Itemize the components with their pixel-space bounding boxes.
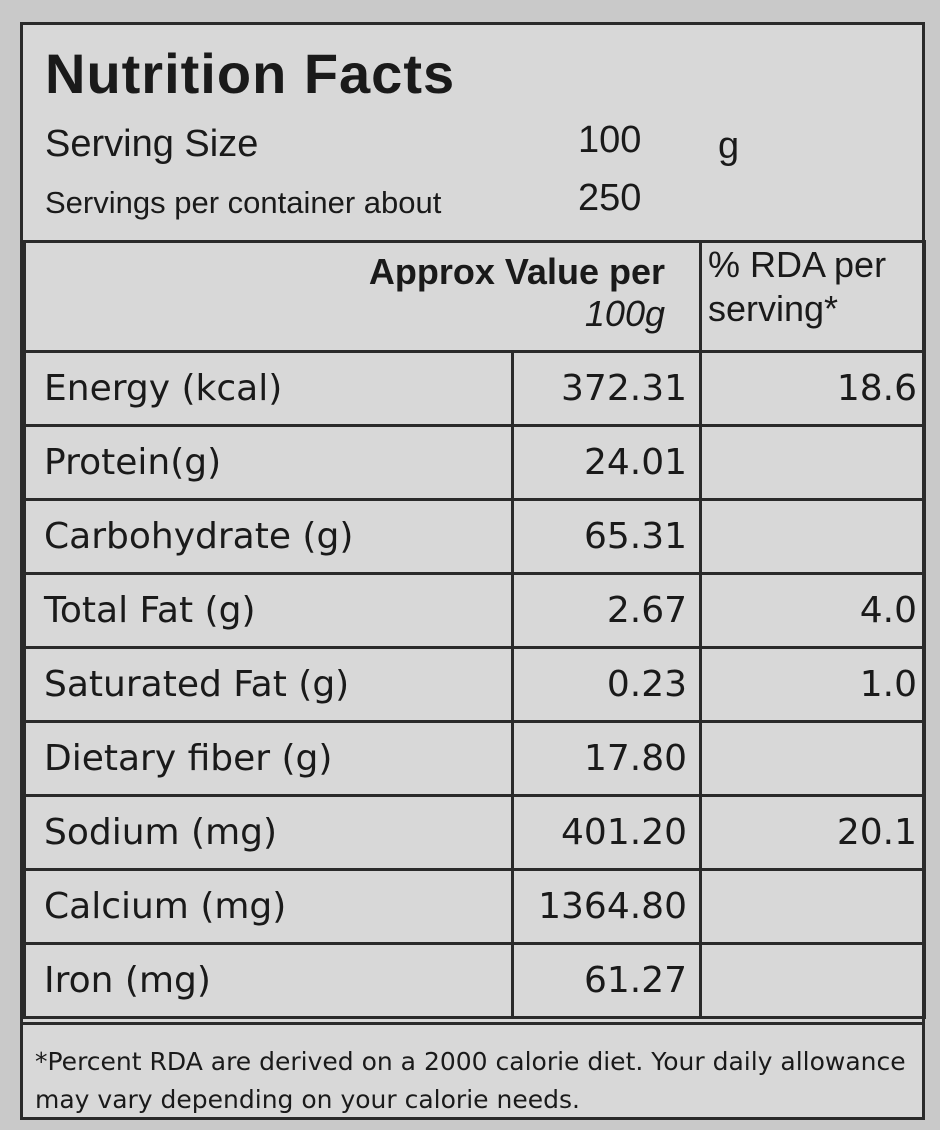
col-header-rda-line2: serving* [708, 288, 839, 329]
nutrient-rda: 18.6 [699, 350, 926, 427]
nutrition-label: Nutrition Facts Serving Size 100 g Servi… [20, 22, 926, 1120]
serving-size-unit: g [718, 125, 740, 167]
label-title: Nutrition Facts [45, 42, 456, 105]
nutrient-rda [699, 720, 926, 797]
nutrient-rda [699, 498, 926, 575]
nutrient-name: Dietary fiber (g) [23, 720, 514, 797]
nutrient-value: 0.23 [511, 646, 702, 723]
nutrient-value: 2.67 [511, 572, 702, 649]
servings-per-container-label: Servings per container about [45, 185, 442, 220]
nutrient-value: 61.27 [511, 942, 702, 1019]
col-header-value-line2: 100g [584, 293, 665, 334]
nutrient-name: Total Fat (g) [23, 572, 514, 649]
nutrient-name: Carbohydrate (g) [23, 498, 514, 575]
nutrient-rda [699, 868, 926, 945]
nutrient-name: Calcium (mg) [23, 868, 514, 945]
table-row: Calcium (mg) 1364.80 [23, 868, 926, 945]
nutrient-name: Saturated Fat (g) [23, 646, 514, 723]
col-header-rda-line1: % RDA per [708, 244, 887, 285]
nutrient-rda: 20.1 [699, 794, 926, 871]
table-row: Carbohydrate (g) 65.31 [23, 498, 926, 575]
nutrient-name: Energy (kcal) [23, 350, 514, 427]
nutrient-value: 401.20 [511, 794, 702, 871]
serving-size-label: Serving Size [45, 123, 259, 165]
serving-size-value: 100 [578, 119, 642, 161]
nutrient-value: 372.31 [511, 350, 702, 427]
table-row: Protein(g) 24.01 [23, 424, 926, 501]
nutrient-rda: 4.0 [699, 572, 926, 649]
nutrient-value: 24.01 [511, 424, 702, 501]
nutrient-rda [699, 424, 926, 501]
rda-footnote: *Percent RDA are derived on a 2000 calor… [23, 1022, 922, 1117]
table-row: Saturated Fat (g) 0.23 1.0 [23, 646, 926, 723]
nutrient-value: 1364.80 [511, 868, 702, 945]
nutrient-value: 17.80 [511, 720, 702, 797]
servings-per-container-value: 250 [578, 177, 642, 219]
table-row: Sodium (mg) 401.20 20.1 [23, 794, 926, 871]
nutrient-name: Sodium (mg) [23, 794, 514, 871]
table-header-row: Approx Value per 100g % RDA per serving* [23, 240, 926, 353]
table-row: Iron (mg) 61.27 [23, 942, 926, 1019]
nutrient-value: 65.31 [511, 498, 702, 575]
nutrient-table: Approx Value per 100g % RDA per serving*… [23, 240, 926, 1019]
table-row: Total Fat (g) 2.67 4.0 [23, 572, 926, 649]
col-header-rda: % RDA per serving* [699, 240, 926, 353]
label-header: Nutrition Facts Serving Size 100 g Servi… [23, 25, 922, 243]
col-header-value: Approx Value per 100g [23, 240, 702, 353]
table-row: Dietary fiber (g) 17.80 [23, 720, 926, 797]
nutrient-rda: 1.0 [699, 646, 926, 723]
table-row: Energy (kcal) 372.31 18.6 [23, 350, 926, 427]
nutrient-rda [699, 942, 926, 1019]
nutrient-name: Protein(g) [23, 424, 514, 501]
nutrient-name: Iron (mg) [23, 942, 514, 1019]
col-header-value-line1: Approx Value per [368, 251, 665, 292]
